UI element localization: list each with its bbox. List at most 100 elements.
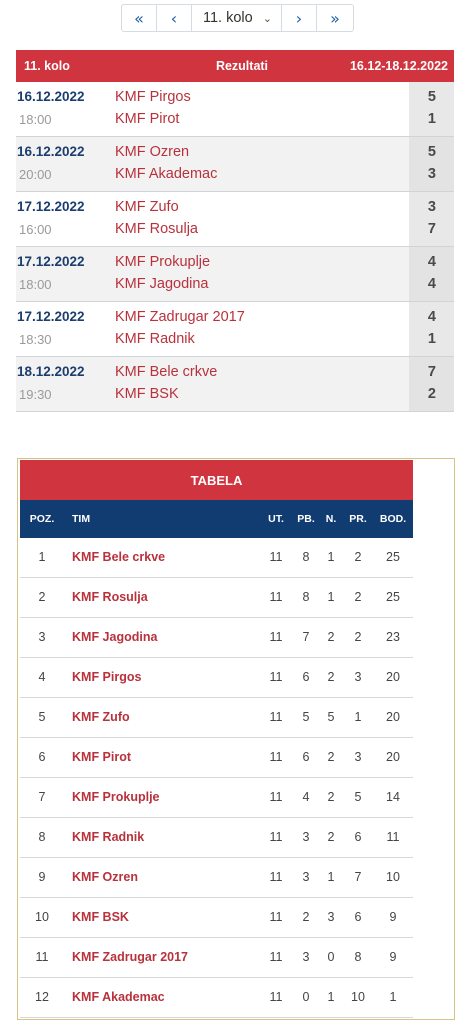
- cell-ut: 11: [269, 870, 283, 884]
- round-select[interactable]: 11. kolo ⌄: [192, 5, 282, 31]
- match-row[interactable]: 17.12.2022 18:30 KMF Zadrugar 2017 KMF Radn…: [16, 302, 454, 357]
- team-link[interactable]: KMF Ozren: [72, 870, 138, 884]
- round-select-value: 11. kolo: [203, 10, 253, 26]
- home-team-link[interactable]: KMF Zadrugar 2017: [115, 309, 245, 325]
- cell-pr: 2: [354, 550, 362, 564]
- cell-bod: 9: [389, 910, 397, 924]
- team-link[interactable]: KMF Prokuplje: [72, 790, 160, 804]
- col-header-pb: PB.: [297, 513, 315, 525]
- home-score: 4: [427, 309, 436, 325]
- cell-bod: 9: [389, 950, 397, 964]
- standings-row: 9 KMF Ozren 11 3 1 7 10: [20, 858, 413, 898]
- standings-row: 10 KMF BSK 11 2 3 6 9: [20, 898, 413, 938]
- cell-pr: 5: [354, 790, 362, 804]
- match-datetime: 17.12.2022 18:30: [16, 302, 113, 356]
- away-team-link[interactable]: KMF Jagodina: [115, 276, 209, 292]
- standings-row: 7 KMF Prokuplje 11 4 2 5 14: [20, 778, 413, 818]
- team-link[interactable]: KMF Bele crkve: [72, 550, 166, 564]
- team-link[interactable]: KMF Pirot: [72, 750, 132, 764]
- cell-ut: 11: [269, 630, 283, 644]
- cell-bod: 20: [386, 670, 400, 684]
- away-team-link[interactable]: KMF Rosulja: [115, 221, 198, 237]
- col-header-n: N.: [325, 513, 337, 525]
- away-team-link[interactable]: KMF BSK: [115, 386, 179, 402]
- previous-round-button[interactable]: ‹: [157, 5, 192, 31]
- away-score: 4: [427, 276, 436, 292]
- match-datetime: 17.12.2022 18:00: [16, 247, 113, 301]
- round-pager: « ‹ 11. kolo ⌄ › »: [121, 4, 354, 32]
- team-link[interactable]: KMF Zadrugar 2017: [72, 950, 189, 964]
- home-team-link[interactable]: KMF Prokuplje: [115, 254, 211, 270]
- cell-bod: 10: [386, 870, 400, 884]
- cell-ut: 11: [269, 990, 283, 1004]
- cell-poz: 5: [38, 710, 46, 724]
- cell-ut: 11: [269, 710, 283, 724]
- results-table: 11. kolo Rezultati 16.12-18.12.2022 16.1…: [16, 50, 454, 412]
- cell-poz: 2: [38, 590, 46, 604]
- away-score: 1: [427, 331, 436, 347]
- team-link[interactable]: KMF Jagodina: [72, 630, 158, 644]
- cell-pr: 10: [351, 990, 365, 1004]
- home-team-link[interactable]: KMF Zufo: [115, 199, 179, 215]
- last-round-button[interactable]: »: [330, 8, 340, 28]
- match-row[interactable]: 16.12.2022 20:00 KMF Ozren KMF Akademac 5 3: [16, 137, 454, 192]
- cell-pb: 3: [302, 870, 310, 884]
- cell-pr: 6: [354, 910, 362, 924]
- home-score: 3: [427, 199, 436, 215]
- home-team-link[interactable]: KMF Pirgos: [115, 89, 191, 105]
- cell-pb: 6: [302, 670, 310, 684]
- cell-poz: 1: [38, 550, 46, 564]
- standings-row: 2 KMF Rosulja 11 8 1 2 25: [20, 578, 413, 618]
- team-link[interactable]: KMF Pirgos: [72, 670, 142, 684]
- match-row[interactable]: 18.12.2022 19:30 KMF Bele crkve KMF BSK 7 2: [16, 357, 454, 412]
- match-time: 18:00: [19, 277, 52, 292]
- home-score: 7: [427, 364, 436, 380]
- cell-ut: 11: [269, 590, 283, 604]
- match-time: 16:00: [19, 222, 52, 237]
- cell-n: 0: [327, 950, 335, 964]
- match-row[interactable]: 16.12.2022 18:00 KMF Pirgos KMF Pirot 5 1: [16, 82, 454, 137]
- standings-row: 4 KMF Pirgos 11 6 2 3 20: [20, 658, 413, 698]
- cell-pr: 8: [354, 950, 362, 964]
- cell-n: 2: [327, 630, 335, 644]
- away-team-link[interactable]: KMF Akademac: [115, 166, 218, 182]
- team-link[interactable]: KMF Rosulja: [72, 590, 148, 604]
- next-round-button[interactable]: ›: [282, 5, 317, 31]
- match-teams: KMF Bele crkve KMF BSK: [113, 357, 409, 411]
- match-teams: KMF Pirgos KMF Pirot: [113, 82, 409, 136]
- team-link[interactable]: KMF Radnik: [72, 830, 145, 844]
- team-link[interactable]: KMF BSK: [72, 910, 129, 924]
- home-team-link[interactable]: KMF Bele crkve: [115, 364, 218, 380]
- away-team-link[interactable]: KMF Radnik: [115, 331, 195, 347]
- cell-pr: 1: [354, 710, 362, 724]
- match-datetime: 16.12.2022 20:00: [16, 137, 113, 191]
- match-datetime: 18.12.2022 19:30: [16, 357, 113, 411]
- cell-bod: 14: [386, 790, 400, 804]
- match-time: 19:30: [19, 387, 52, 402]
- match-teams: KMF Zadrugar 2017 KMF Radnik: [113, 302, 409, 356]
- standings-column-headers: POZ. TIM UT. PB. N. PR. BOD.: [20, 500, 413, 538]
- home-team-link[interactable]: KMF Ozren: [115, 144, 190, 160]
- cell-poz: 8: [38, 830, 46, 844]
- away-team-link[interactable]: KMF Pirot: [115, 111, 180, 127]
- cell-pb: 3: [302, 950, 310, 964]
- cell-pb: 8: [302, 590, 310, 604]
- cell-pb: 0: [302, 990, 310, 1004]
- match-row[interactable]: 17.12.2022 16:00 KMF Zufo KMF Rosulja 3 7: [16, 192, 454, 247]
- match-time: 20:00: [19, 167, 52, 182]
- standings-row: 5 KMF Zufo 11 5 5 1 20: [20, 698, 413, 738]
- match-date: 17.12.2022: [17, 199, 85, 214]
- first-round-button[interactable]: «: [122, 5, 157, 31]
- match-teams: KMF Ozren KMF Akademac: [113, 137, 409, 191]
- team-link[interactable]: KMF Akademac: [72, 990, 165, 1004]
- cell-ut: 11: [269, 830, 283, 844]
- team-link[interactable]: KMF Zufo: [72, 710, 130, 724]
- match-row[interactable]: 17.12.2022 18:00 KMF Prokuplje KMF Jagodina…: [16, 247, 454, 302]
- cell-poz: 6: [38, 750, 46, 764]
- match-date: 16.12.2022: [17, 89, 85, 104]
- home-score: 5: [427, 89, 436, 105]
- match-teams: KMF Zufo KMF Rosulja: [113, 192, 409, 246]
- away-score: 2: [427, 386, 436, 402]
- results-dates: 16.12-18.12.2022: [349, 59, 448, 73]
